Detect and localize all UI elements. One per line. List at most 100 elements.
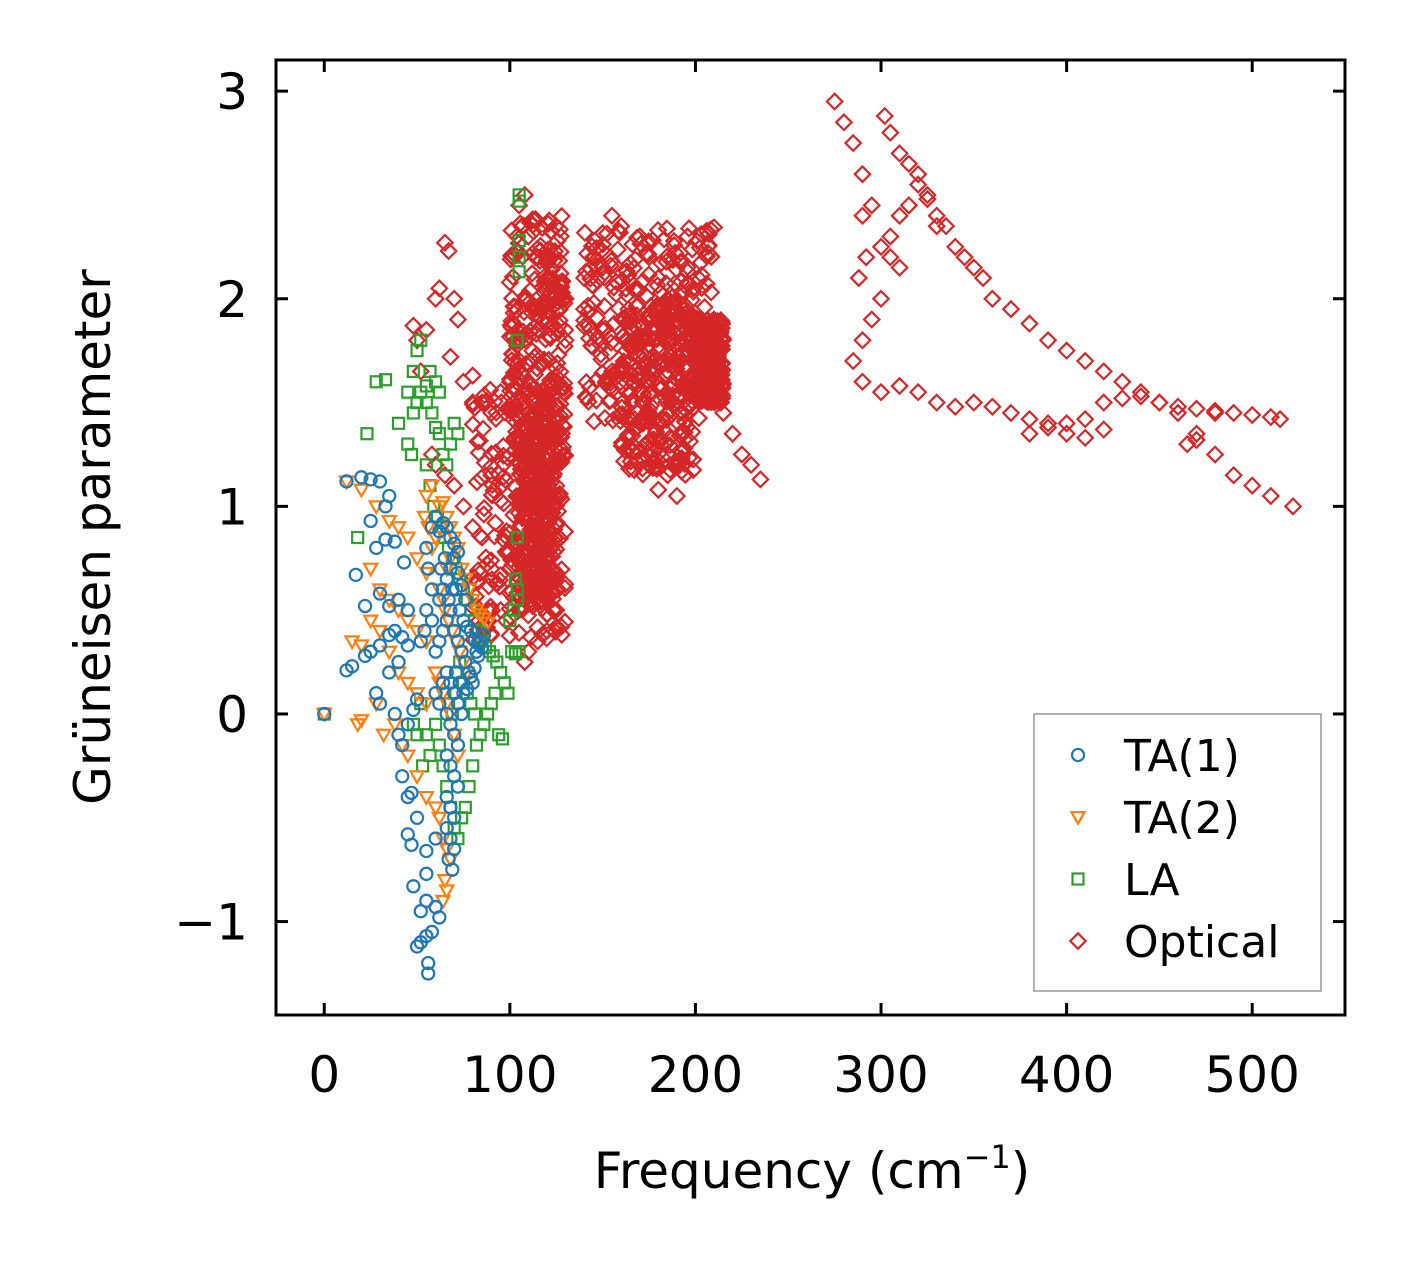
data-point [521, 520, 540, 539]
data-point [472, 393, 492, 412]
data-point [657, 252, 676, 271]
data-point [517, 503, 536, 523]
y-tick-label: −1 [174, 894, 248, 952]
data-point [890, 206, 909, 225]
x-tick-label: 400 [1019, 1046, 1114, 1104]
data-point [492, 728, 506, 742]
x-axis-label-close: ) [1011, 1142, 1031, 1200]
data-point [871, 237, 891, 257]
data-point [510, 333, 524, 347]
data-point [519, 559, 538, 578]
data-point [501, 686, 515, 700]
data-point [862, 196, 882, 215]
data-point [391, 654, 406, 670]
data-point [658, 384, 677, 403]
data-point [600, 343, 620, 362]
data-point [467, 571, 486, 591]
x-tick-label: 0 [308, 1046, 340, 1104]
data-point [1187, 399, 1206, 419]
data-point [540, 457, 559, 476]
data-point [465, 398, 484, 417]
data-point [479, 616, 497, 632]
data-point [579, 392, 598, 411]
data-point [899, 196, 919, 215]
data-point [512, 188, 526, 202]
data-point [908, 164, 928, 184]
data-point [467, 472, 487, 492]
data-point [475, 385, 494, 405]
x-tick-label: 300 [833, 1046, 928, 1104]
data-point [444, 476, 464, 495]
data-point [660, 435, 680, 455]
data-point [1038, 418, 1058, 437]
data-point [1205, 403, 1225, 423]
data-point [664, 231, 684, 251]
data-point [683, 450, 703, 469]
data-point [1020, 424, 1039, 443]
data-point [382, 665, 397, 680]
data-point [601, 333, 621, 352]
data-point [667, 354, 687, 374]
data-point [421, 561, 436, 576]
data-point [676, 400, 695, 420]
data-point [676, 320, 696, 340]
data-point [500, 523, 519, 543]
data-point [399, 676, 417, 692]
legend-marker [1070, 747, 1086, 763]
data-point [494, 446, 513, 466]
data-point [701, 220, 720, 239]
data-point [1150, 393, 1169, 412]
data-point [528, 247, 547, 267]
data-point [474, 640, 490, 655]
data-point [525, 415, 544, 435]
data-point [1283, 497, 1303, 516]
data-point [537, 621, 557, 641]
data-point [421, 966, 436, 981]
data-point [657, 444, 677, 464]
data-point [404, 447, 419, 462]
data-point [508, 572, 523, 586]
data-point [512, 645, 526, 659]
data-point [512, 362, 531, 382]
data-point [371, 583, 389, 599]
data-point [689, 408, 709, 428]
data-point [1057, 424, 1076, 443]
data-point [447, 810, 462, 825]
y-tick-label: 2 [216, 271, 248, 329]
data-point [553, 415, 572, 435]
data-point [438, 697, 456, 713]
series-ta-1- [317, 470, 492, 981]
data-point [667, 456, 686, 476]
data-point [631, 327, 651, 346]
data-point [657, 332, 676, 352]
data-point [317, 706, 332, 722]
data-point [500, 273, 520, 292]
data-point [657, 219, 677, 238]
data-point [536, 385, 555, 405]
data-point [463, 517, 482, 537]
data-point [404, 785, 419, 801]
x-axis-label: Frequency (cm−1) [594, 1138, 1031, 1200]
data-point [549, 345, 568, 364]
data-point [417, 697, 435, 713]
data-point [467, 707, 482, 721]
data-point [627, 335, 646, 354]
data-point [407, 331, 427, 350]
data-point [502, 351, 522, 370]
data-point [651, 253, 671, 273]
data-point [624, 320, 643, 340]
data-point [603, 380, 622, 399]
data-point [578, 316, 598, 336]
data-point [512, 234, 526, 248]
data-point [429, 717, 443, 731]
data-point [695, 331, 714, 350]
data-point [927, 216, 946, 236]
data-point [500, 372, 520, 392]
data-point [409, 692, 425, 707]
data-point [475, 612, 493, 628]
data-point [711, 384, 731, 404]
data-point [378, 373, 393, 387]
data-point [484, 481, 503, 500]
data-point [657, 392, 676, 412]
data-point [437, 551, 453, 566]
